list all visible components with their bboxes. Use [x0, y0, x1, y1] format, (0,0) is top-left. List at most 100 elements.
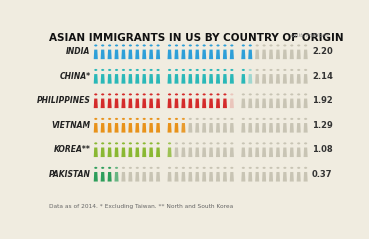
PathPatch shape: [304, 147, 308, 157]
PathPatch shape: [168, 123, 172, 133]
PathPatch shape: [209, 74, 213, 84]
PathPatch shape: [304, 123, 308, 133]
PathPatch shape: [202, 123, 206, 133]
PathPatch shape: [196, 167, 199, 169]
PathPatch shape: [223, 123, 227, 133]
PathPatch shape: [256, 44, 259, 47]
PathPatch shape: [136, 118, 139, 120]
PathPatch shape: [108, 142, 111, 144]
PathPatch shape: [255, 50, 259, 59]
PathPatch shape: [223, 44, 227, 47]
PathPatch shape: [262, 118, 266, 120]
PathPatch shape: [230, 69, 234, 71]
PathPatch shape: [269, 147, 273, 157]
PathPatch shape: [128, 98, 132, 108]
PathPatch shape: [135, 147, 139, 157]
PathPatch shape: [283, 69, 286, 71]
Text: PHILIPPINES: PHILIPPINES: [37, 96, 90, 105]
PathPatch shape: [241, 50, 245, 59]
PathPatch shape: [136, 93, 139, 95]
PathPatch shape: [182, 118, 185, 120]
PathPatch shape: [122, 44, 125, 47]
PathPatch shape: [276, 172, 280, 182]
PathPatch shape: [255, 98, 259, 108]
Text: 1.08: 1.08: [312, 145, 333, 154]
PathPatch shape: [149, 93, 153, 95]
PathPatch shape: [297, 147, 301, 157]
PathPatch shape: [149, 98, 153, 108]
PathPatch shape: [94, 93, 97, 95]
PathPatch shape: [262, 123, 266, 133]
PathPatch shape: [128, 74, 132, 84]
PathPatch shape: [269, 44, 273, 47]
PathPatch shape: [108, 44, 111, 47]
PathPatch shape: [108, 74, 112, 84]
PathPatch shape: [101, 74, 105, 84]
PathPatch shape: [101, 123, 105, 133]
PathPatch shape: [168, 142, 171, 144]
PathPatch shape: [149, 167, 153, 169]
PathPatch shape: [122, 118, 125, 120]
PathPatch shape: [101, 147, 105, 157]
PathPatch shape: [189, 142, 192, 144]
PathPatch shape: [175, 118, 178, 120]
PathPatch shape: [181, 147, 186, 157]
PathPatch shape: [115, 118, 118, 120]
PathPatch shape: [143, 69, 146, 71]
PathPatch shape: [189, 93, 192, 95]
Text: Data as of 2014. * Excluding Taiwan. ** North and South Korea: Data as of 2014. * Excluding Taiwan. ** …: [49, 204, 233, 209]
PathPatch shape: [114, 147, 118, 157]
PathPatch shape: [249, 44, 252, 47]
PathPatch shape: [216, 69, 220, 71]
PathPatch shape: [290, 142, 293, 144]
PathPatch shape: [142, 172, 146, 182]
PathPatch shape: [242, 93, 245, 95]
PathPatch shape: [256, 118, 259, 120]
PathPatch shape: [121, 98, 125, 108]
PathPatch shape: [101, 69, 104, 71]
Text: PAKISTAN: PAKISTAN: [49, 169, 90, 179]
PathPatch shape: [114, 98, 118, 108]
PathPatch shape: [168, 172, 172, 182]
PathPatch shape: [143, 167, 146, 169]
PathPatch shape: [290, 98, 294, 108]
PathPatch shape: [156, 98, 160, 108]
PathPatch shape: [135, 123, 139, 133]
PathPatch shape: [223, 74, 227, 84]
PathPatch shape: [209, 123, 213, 133]
PathPatch shape: [149, 50, 153, 59]
PathPatch shape: [290, 69, 293, 71]
PathPatch shape: [269, 172, 273, 182]
PathPatch shape: [168, 167, 171, 169]
PathPatch shape: [230, 44, 234, 47]
PathPatch shape: [203, 69, 206, 71]
PathPatch shape: [196, 44, 199, 47]
PathPatch shape: [262, 172, 266, 182]
PathPatch shape: [269, 93, 273, 95]
Text: INDIA: INDIA: [66, 47, 90, 56]
PathPatch shape: [156, 69, 160, 71]
PathPatch shape: [94, 98, 98, 108]
PathPatch shape: [195, 98, 199, 108]
PathPatch shape: [297, 167, 300, 169]
PathPatch shape: [135, 74, 139, 84]
PathPatch shape: [216, 142, 220, 144]
PathPatch shape: [175, 69, 178, 71]
PathPatch shape: [276, 118, 280, 120]
PathPatch shape: [248, 50, 252, 59]
PathPatch shape: [276, 50, 280, 59]
PathPatch shape: [223, 98, 227, 108]
PathPatch shape: [297, 98, 301, 108]
PathPatch shape: [94, 147, 98, 157]
PathPatch shape: [304, 98, 308, 108]
PathPatch shape: [283, 74, 287, 84]
PathPatch shape: [188, 98, 192, 108]
PathPatch shape: [203, 93, 206, 95]
PathPatch shape: [142, 98, 146, 108]
PathPatch shape: [94, 118, 97, 120]
PathPatch shape: [149, 44, 153, 47]
PathPatch shape: [156, 74, 160, 84]
PathPatch shape: [143, 93, 146, 95]
PathPatch shape: [115, 93, 118, 95]
PathPatch shape: [269, 69, 273, 71]
